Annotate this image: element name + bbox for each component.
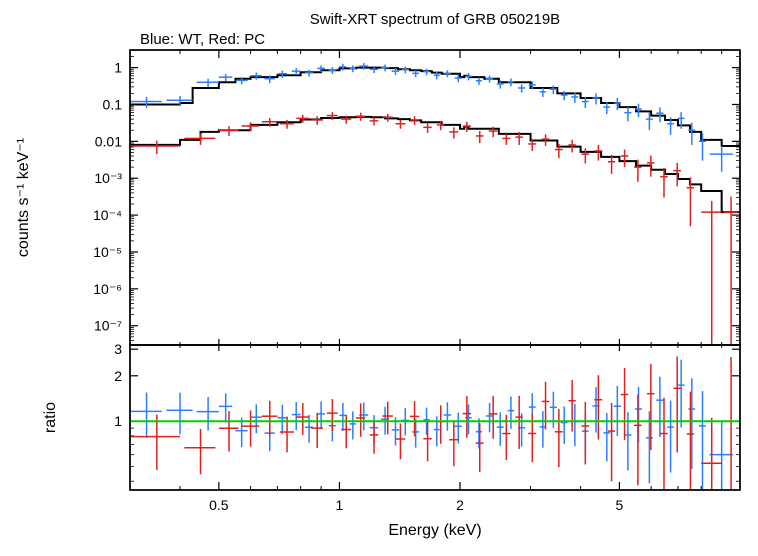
- chart-svg: Swift-XRT spectrum of GRB 050219B Blue: W…: [0, 0, 758, 556]
- svg-text:10⁻⁵: 10⁻⁵: [93, 244, 122, 260]
- svg-text:10⁻⁴: 10⁻⁴: [93, 207, 122, 223]
- x-axis-label: Energy (keV): [388, 522, 481, 539]
- svg-text:5: 5: [616, 497, 624, 513]
- svg-text:0.5: 0.5: [209, 497, 229, 513]
- spectrum-chart: Swift-XRT spectrum of GRB 050219B Blue: W…: [0, 0, 758, 556]
- svg-text:1: 1: [114, 60, 122, 76]
- y-axis-bottom-label: ratio: [42, 402, 59, 433]
- svg-text:2: 2: [114, 368, 122, 384]
- svg-text:10⁻⁶: 10⁻⁶: [93, 281, 122, 297]
- chart-subtitle: Blue: WT, Red: PC: [140, 31, 265, 48]
- chart-title: Swift-XRT spectrum of GRB 050219B: [310, 11, 560, 28]
- model-blue: [130, 68, 740, 146]
- svg-text:1: 1: [336, 497, 344, 513]
- svg-text:0.01: 0.01: [95, 133, 122, 149]
- svg-text:2: 2: [456, 497, 464, 513]
- top-plot-frame: [130, 50, 740, 345]
- svg-text:10⁻⁷: 10⁻⁷: [94, 318, 122, 334]
- bottom-plot-frame: [130, 345, 740, 490]
- svg-text:3: 3: [114, 341, 122, 357]
- model-red: [130, 117, 740, 212]
- y-axis-top-label: counts s⁻¹ keV⁻¹: [15, 138, 32, 257]
- svg-text:10⁻³: 10⁻³: [94, 170, 122, 186]
- svg-text:0.1: 0.1: [103, 96, 123, 112]
- svg-text:1: 1: [114, 413, 122, 429]
